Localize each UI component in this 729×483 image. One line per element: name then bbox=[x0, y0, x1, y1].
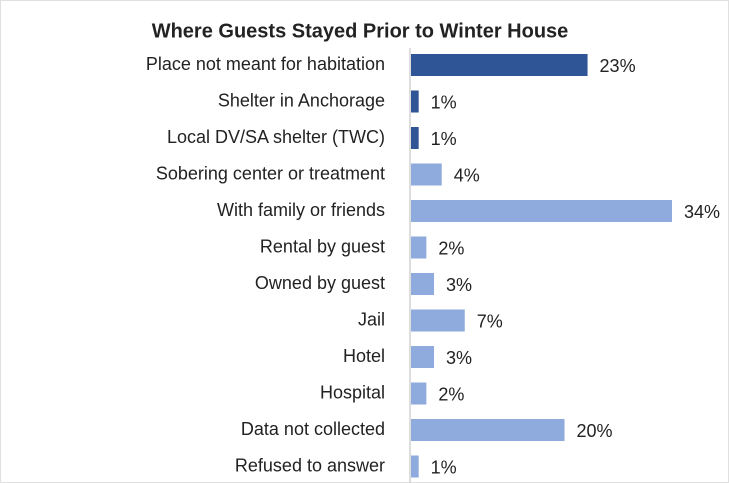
y-tick-label: Shelter in Anchorage bbox=[218, 90, 385, 110]
bar bbox=[411, 309, 465, 332]
y-tick-label: Jail bbox=[358, 309, 385, 329]
data-label: 20% bbox=[577, 421, 613, 441]
bar bbox=[411, 273, 435, 295]
bar bbox=[411, 127, 419, 149]
y-tick-label: Data not collected bbox=[241, 419, 385, 439]
y-tick-label: Sobering center or treatment bbox=[156, 163, 385, 183]
bar bbox=[411, 163, 442, 186]
data-label: 23% bbox=[600, 56, 636, 76]
data-label: 1% bbox=[431, 129, 457, 149]
data-label: 4% bbox=[454, 165, 480, 185]
y-tick-label: Rental by guest bbox=[260, 236, 385, 256]
data-label: 1% bbox=[431, 92, 457, 112]
y-tick-label: With family or friends bbox=[217, 200, 385, 220]
bar bbox=[411, 236, 427, 259]
data-label: 7% bbox=[477, 311, 503, 331]
bar bbox=[411, 455, 419, 478]
bar bbox=[411, 90, 419, 113]
y-tick-label: Hotel bbox=[343, 346, 385, 366]
y-tick-label: Local DV/SA shelter (TWC) bbox=[167, 127, 385, 147]
y-tick-label: Refused to answer bbox=[235, 455, 385, 475]
bar bbox=[411, 419, 565, 441]
data-label: 3% bbox=[446, 275, 472, 295]
bar bbox=[411, 200, 672, 222]
bar bbox=[411, 382, 427, 405]
chart-title: Where Guests Stayed Prior to Winter Hous… bbox=[152, 20, 569, 42]
bar bbox=[411, 346, 435, 368]
data-label: 34% bbox=[684, 202, 720, 222]
bar bbox=[411, 54, 588, 76]
data-label: 3% bbox=[446, 348, 472, 368]
y-tick-label: Owned by guest bbox=[255, 273, 385, 293]
data-label: 2% bbox=[438, 238, 464, 258]
y-tick-label: Place not meant for habitation bbox=[146, 54, 385, 74]
data-label: 2% bbox=[438, 384, 464, 404]
y-tick-label: Hospital bbox=[320, 382, 385, 402]
data-label: 1% bbox=[431, 457, 457, 477]
